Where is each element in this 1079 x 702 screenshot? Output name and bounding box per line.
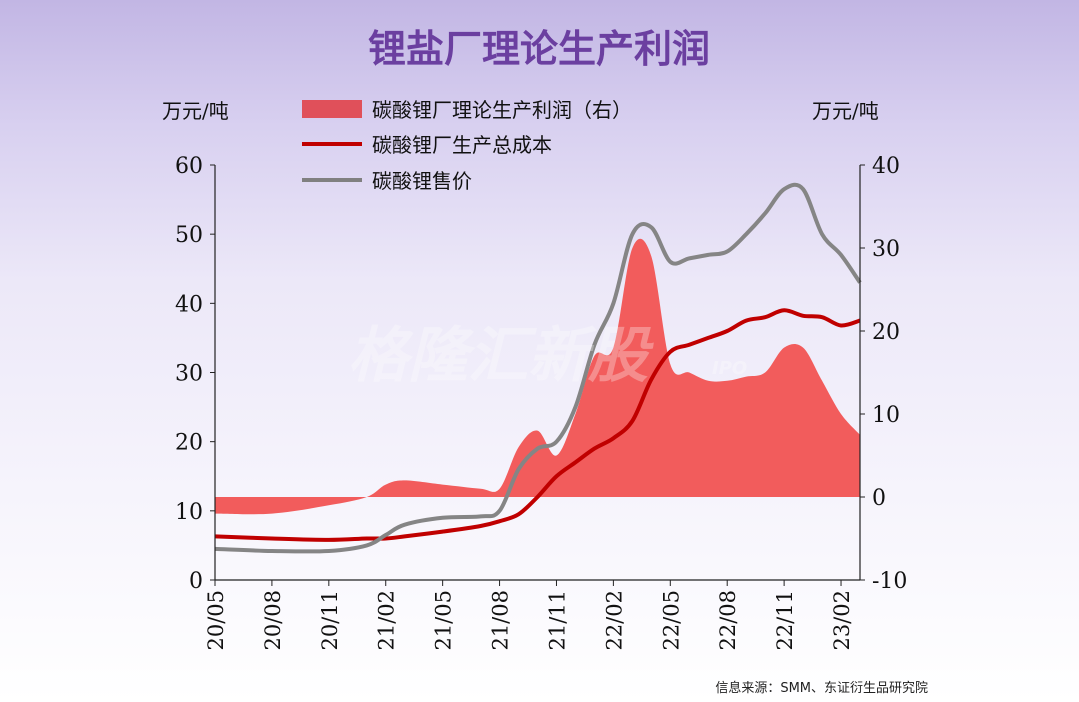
right-tick-label: 30	[872, 237, 900, 262]
watermark-ipo: IPO	[712, 358, 747, 379]
chart-title: 锂盐厂理论生产利润	[368, 27, 710, 71]
left-axis-unit: 万元/吨	[162, 99, 229, 123]
legend-swatch-profit	[302, 100, 362, 118]
watermark: 格隆汇新股 IPO	[348, 321, 747, 391]
right-tick-label: 0	[872, 486, 886, 511]
right-tick-label: 40	[872, 154, 900, 179]
legend-label-profit: 碳酸锂厂理论生产利润（右）	[372, 98, 632, 122]
x-tick-label: 22/02	[602, 590, 626, 651]
left-tick-label: 10	[175, 500, 203, 525]
x-tick-label: 21/02	[375, 590, 399, 651]
x-tick-label: 21/05	[432, 590, 456, 651]
right-axis-unit: 万元/吨	[812, 99, 879, 123]
watermark-text: 格隆汇新股	[348, 321, 654, 391]
series-price-line	[214, 182, 862, 554]
plot-area: 0 10 20 30 40 50 60 -10 0 10 20 30 40 20/05 20/08 20/11…	[175, 154, 907, 651]
source-note: 信息来源：SMM、东证衍生品研究院	[715, 680, 928, 696]
x-tick-label: 22/11	[773, 590, 797, 651]
x-tick-label: 20/08	[261, 590, 285, 651]
left-tick-label: 20	[175, 431, 203, 456]
legend-label-price: 碳酸锂售价	[372, 169, 472, 193]
x-tick-label: 21/11	[545, 590, 569, 651]
x-tick-label: 22/08	[716, 590, 740, 651]
left-tick-label: 60	[175, 154, 203, 179]
legend-label-cost: 碳酸锂厂生产总成本	[372, 133, 552, 157]
right-tick-label: 20	[872, 320, 900, 345]
x-tick-label: 20/05	[204, 590, 228, 651]
left-tick-label: 50	[175, 223, 203, 248]
left-tick-label: 0	[189, 569, 203, 594]
left-tick-label: 30	[175, 362, 203, 387]
series-profit-area	[215, 238, 860, 515]
series-cost-line	[214, 308, 861, 542]
right-tick-label: 10	[872, 403, 900, 428]
left-tick-label: 40	[175, 292, 203, 317]
x-tick-label: 23/02	[830, 590, 854, 651]
x-tick-label: 21/08	[489, 590, 513, 651]
right-tick-label: -10	[872, 569, 907, 594]
x-tick-label: 22/05	[659, 590, 683, 651]
x-tick-label: 20/11	[318, 590, 342, 651]
legend: 碳酸锂厂理论生产利润（右） 碳酸锂厂生产总成本 碳酸锂售价	[302, 98, 632, 193]
